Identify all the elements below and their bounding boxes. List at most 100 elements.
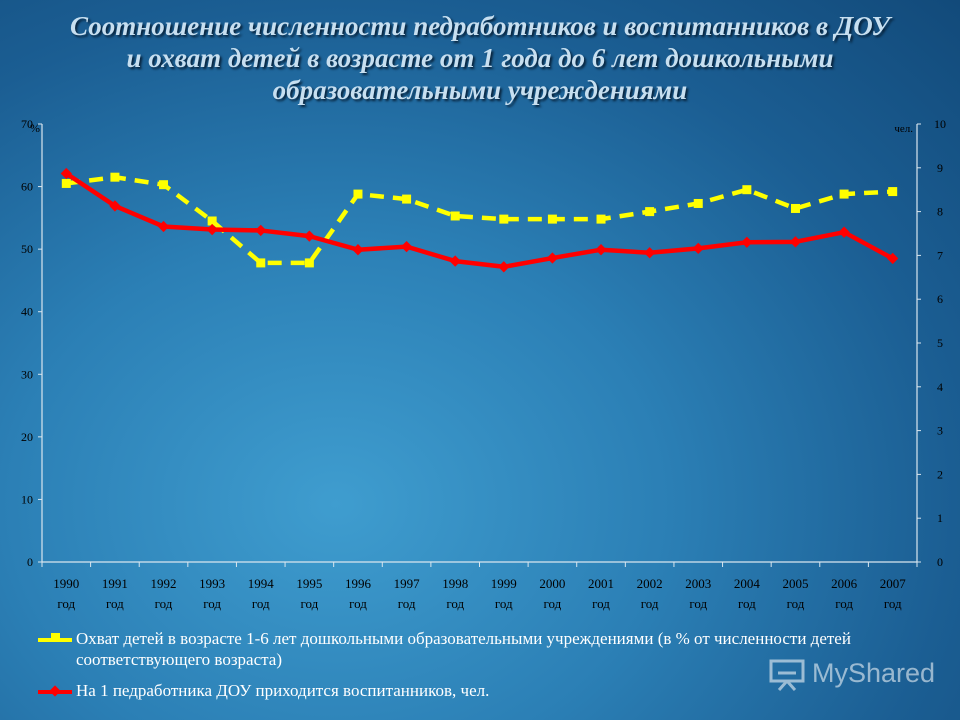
watermark-logo: MyShared [768,656,940,692]
data-point-coverage [499,214,509,224]
x-tick-label-year: 2001 [588,576,614,591]
data-point-coverage [742,185,752,195]
data-point-coverage [645,207,655,217]
data-point-coverage [596,214,606,224]
data-point-coverage [839,189,849,199]
x-tick-label-year: 1994 [248,576,275,591]
y-right-tick-label: 4 [937,380,943,394]
data-point-ratio [741,236,753,248]
data-point-ratio [789,236,802,248]
y-right-tick-label: 2 [937,467,943,481]
data-point-coverage [450,211,460,221]
series-line-ratio [65,171,894,270]
data-point-ratio [206,223,218,236]
data-point-coverage [693,198,703,208]
y-right-tick-label: 3 [937,424,943,438]
data-point-coverage [110,172,120,182]
data-point-coverage [353,189,363,199]
y-left-tick-label: 20 [21,430,33,444]
data-point-ratio [303,230,316,242]
data-point-coverage [888,187,898,197]
y-left-tick-label: 10 [21,492,33,506]
x-tick-label-unit: год [446,596,464,611]
x-tick-label-unit: год [203,596,221,611]
x-tick-label-year: 1990 [53,576,79,591]
x-tick-label-unit: год [106,596,124,611]
watermark-text: MyShared [812,658,936,688]
data-point-ratio [887,252,899,265]
x-tick-label-year: 1999 [491,576,517,591]
data-point-ratio [157,220,170,233]
legend-label-coverage: Охват детей в возрасте 1-6 лет дошкольны… [76,629,851,669]
y-right-tick-label: 0 [937,555,943,569]
data-point-coverage [61,178,71,188]
x-tick-label-year: 1991 [102,576,128,591]
x-tick-label-unit: год [641,596,659,611]
presentation-icon [769,659,805,691]
x-tick-label-unit: год [787,596,805,611]
x-tick-label-year: 2007 [880,576,907,591]
data-point-coverage [402,194,412,204]
title-line-1: Соотношение численности педработников и … [70,11,890,41]
x-tick-label-unit: год [252,596,270,611]
title-line-2: и охват детей в возрасте от 1 года до 6 … [126,43,834,73]
y-right-tick-label: 6 [937,292,943,306]
data-point-ratio [400,240,413,253]
x-tick-label-year: 2006 [831,576,858,591]
data-point-coverage [159,180,169,190]
x-tick-label-year: 1992 [151,576,177,591]
series-line-coverage [66,174,893,266]
x-tick-label-unit: год [398,596,416,611]
data-point-coverage [207,216,217,226]
x-tick-label-unit: год [592,596,610,611]
x-tick-label-year: 1998 [442,576,468,591]
data-point-coverage [256,258,266,268]
data-point-ratio [255,224,267,237]
y-left-tick-label: 30 [21,367,33,381]
x-tick-label-year: 1996 [345,576,372,591]
legend-label-ratio: На 1 педработника ДОУ приходится воспита… [76,681,490,700]
x-tick-label-year: 2003 [685,576,711,591]
legend-item-coverage: Охват детей в возрасте 1-6 лет дошкольны… [38,628,938,670]
x-tick-label-unit: год [300,596,318,611]
x-tick-label-unit: год [155,596,173,611]
y-left-axis-label: % [30,121,40,135]
legend-marker-square-icon [51,633,60,642]
x-tick-label-year: 1997 [394,576,421,591]
x-tick-label-year: 1995 [296,576,322,591]
x-tick-label-unit: год [544,596,562,611]
y-left-tick-label: 70 [21,117,33,131]
x-tick-label-unit: год [495,596,513,611]
y-left-tick-label: 50 [21,242,33,256]
data-point-coverage [790,203,800,213]
legend-marker-diamond-icon [49,685,61,697]
y-left-tick-label: 0 [27,555,33,569]
data-point-ratio [352,244,364,256]
y-left-tick-label: 60 [21,180,33,194]
y-left-tick-label: 40 [21,305,33,319]
data-point-ratio [498,261,510,273]
x-tick-label-year: 1993 [199,576,225,591]
chart-title: Соотношение численности педработников и … [0,10,960,106]
data-point-ratio [838,226,850,238]
chart-legend: Охват детей в возрасте 1-6 лет дошкольны… [38,628,938,711]
y-right-tick-label: 5 [937,336,943,350]
x-tick-label-unit: год [835,596,853,611]
data-point-ratio [546,252,559,264]
y-right-tick-label: 10 [934,117,946,131]
data-point-ratio [595,244,607,256]
x-tick-label-year: 2000 [539,576,565,591]
x-tick-label-unit: год [57,596,75,611]
y-right-axis-label: чел. [894,123,913,135]
x-tick-label-unit: год [884,596,902,611]
data-point-coverage [304,258,314,268]
x-tick-label-year: 2005 [782,576,808,591]
y-right-tick-label: 9 [937,161,943,175]
y-right-tick-label: 7 [937,248,943,262]
data-point-coverage [547,214,557,224]
x-tick-label-year: 2002 [637,576,663,591]
data-point-ratio [449,255,461,267]
legend-item-ratio: На 1 педработника ДОУ приходится воспита… [38,680,938,701]
data-point-ratio [643,247,656,259]
